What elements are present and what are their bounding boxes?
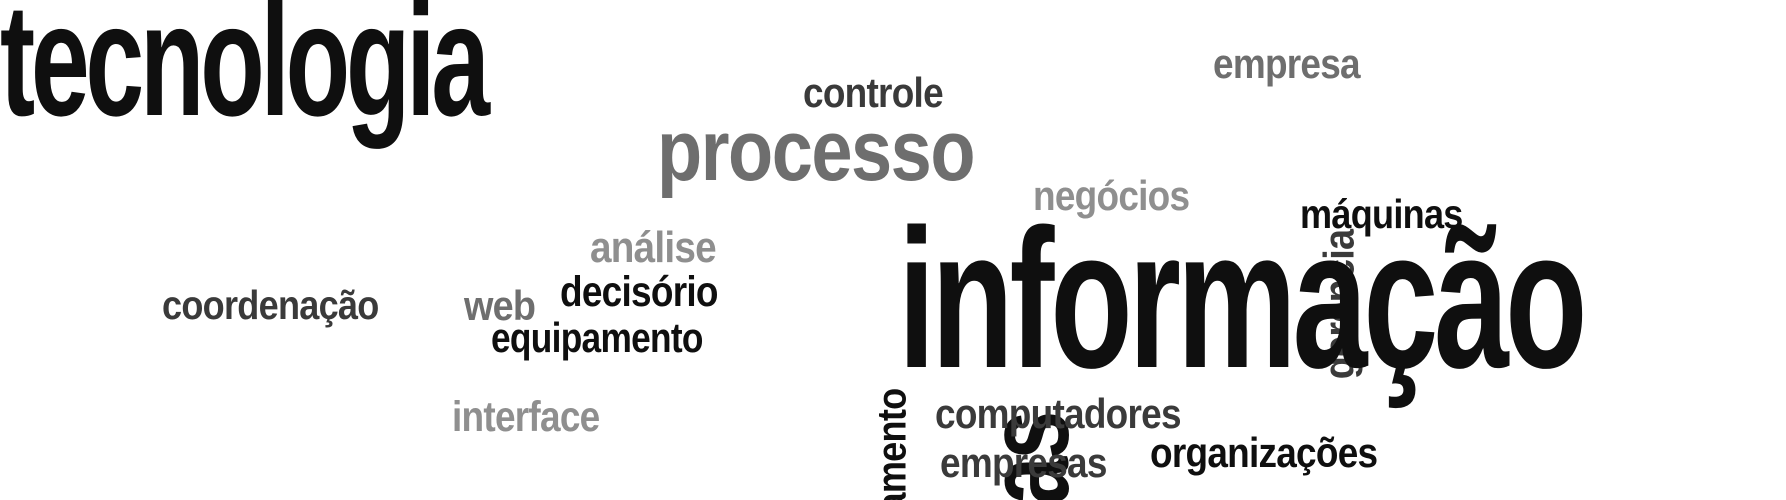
word-controle: controle xyxy=(803,69,944,116)
word-organizacoes: organizações xyxy=(1150,429,1378,476)
word-informacao: informação xyxy=(898,188,1587,409)
word-negocios: negócios xyxy=(1033,172,1190,219)
word-interface: interface xyxy=(452,393,600,441)
word-tecnologia: tecnologia xyxy=(0,0,490,149)
word-computadores: computadores xyxy=(935,390,1182,437)
word-processo: processo xyxy=(657,103,975,199)
word-web: web xyxy=(464,282,536,329)
word-maquinas: máquinas xyxy=(1300,191,1463,237)
word-equipamento: equipamento xyxy=(491,314,703,361)
word-empresa: empresa xyxy=(1213,40,1361,87)
word-analise: análise xyxy=(590,223,717,272)
word-coordenacao: coordenação xyxy=(162,282,379,328)
word-decisorio: decisório xyxy=(560,268,718,316)
word-empresas: empresas xyxy=(940,439,1107,486)
